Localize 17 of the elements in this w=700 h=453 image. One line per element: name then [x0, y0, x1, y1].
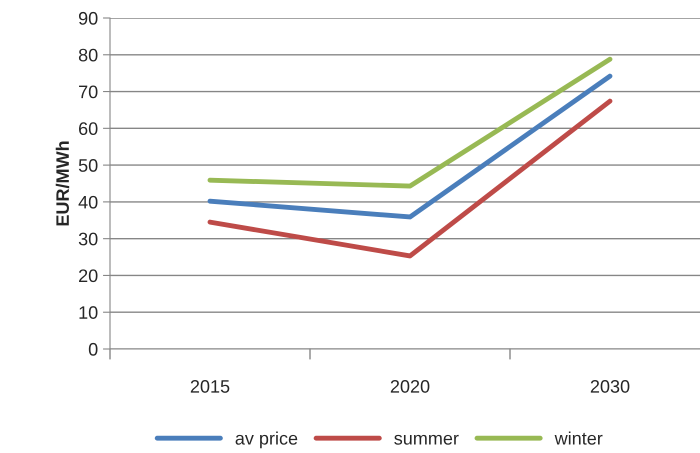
- y-tick-label: 70: [79, 85, 98, 98]
- legend-label: summer: [394, 434, 459, 445]
- legend-label: winter: [554, 431, 603, 445]
- y-tick-label: 40: [78, 196, 98, 209]
- y-axis-title: EUR/MWh: [56, 141, 70, 226]
- x-tick-label: 2020: [390, 380, 430, 393]
- y-tick-label: 20: [79, 269, 98, 282]
- y-tick-label: 30: [78, 232, 98, 246]
- y-tick-label: 90: [78, 12, 98, 25]
- y-tick-label: 10: [79, 306, 98, 319]
- y-tick-label: 80: [78, 48, 98, 62]
- x-tick-label: 2015: [190, 380, 230, 393]
- x-tick-label: 2030: [590, 380, 630, 393]
- y-tick-label: 0: [88, 342, 98, 356]
- legend-label: av price: [236, 431, 298, 448]
- y-tick-label: 50: [78, 159, 98, 172]
- y-tick-label: 60: [79, 122, 98, 136]
